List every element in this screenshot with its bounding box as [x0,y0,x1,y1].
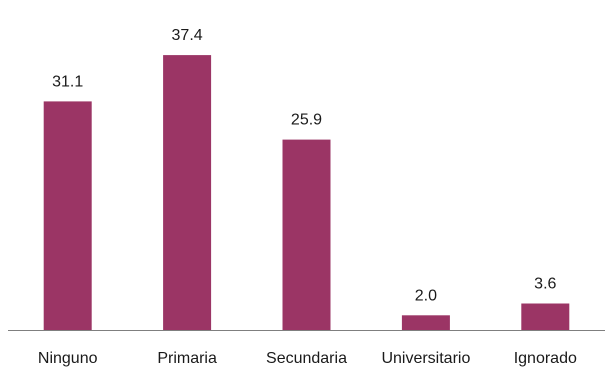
bar-secundaria [282,139,331,330]
bars-group [43,55,570,331]
x-tick-labels-group: Ninguno Primaria Secundaria Universitario Ig… [38,350,577,367]
bar-primaria [163,55,212,330]
x-tick-label-secundaria: Secundaria [266,350,347,367]
x-tick-label-ninguno: Ninguno [38,350,98,367]
value-label-primaria: 37.4 [172,27,203,44]
bar-universitario [401,315,450,330]
value-label-ignorado: 3.6 [534,276,556,293]
x-tick-label-ignorado: Ignorado [514,350,577,367]
x-tick-label-primaria: Primaria [157,350,217,367]
bar-ninguno [43,101,92,331]
value-label-ninguno: 31.1 [52,73,83,90]
value-labels-group: 31.1 37.4 25.9 2.0 3.6 [52,27,556,304]
x-tick-label-universitario: Universitario [381,350,470,367]
value-label-universitario: 2.0 [415,287,437,304]
value-label-secundaria: 25.9 [291,112,322,129]
bar-ignorado [521,303,570,330]
